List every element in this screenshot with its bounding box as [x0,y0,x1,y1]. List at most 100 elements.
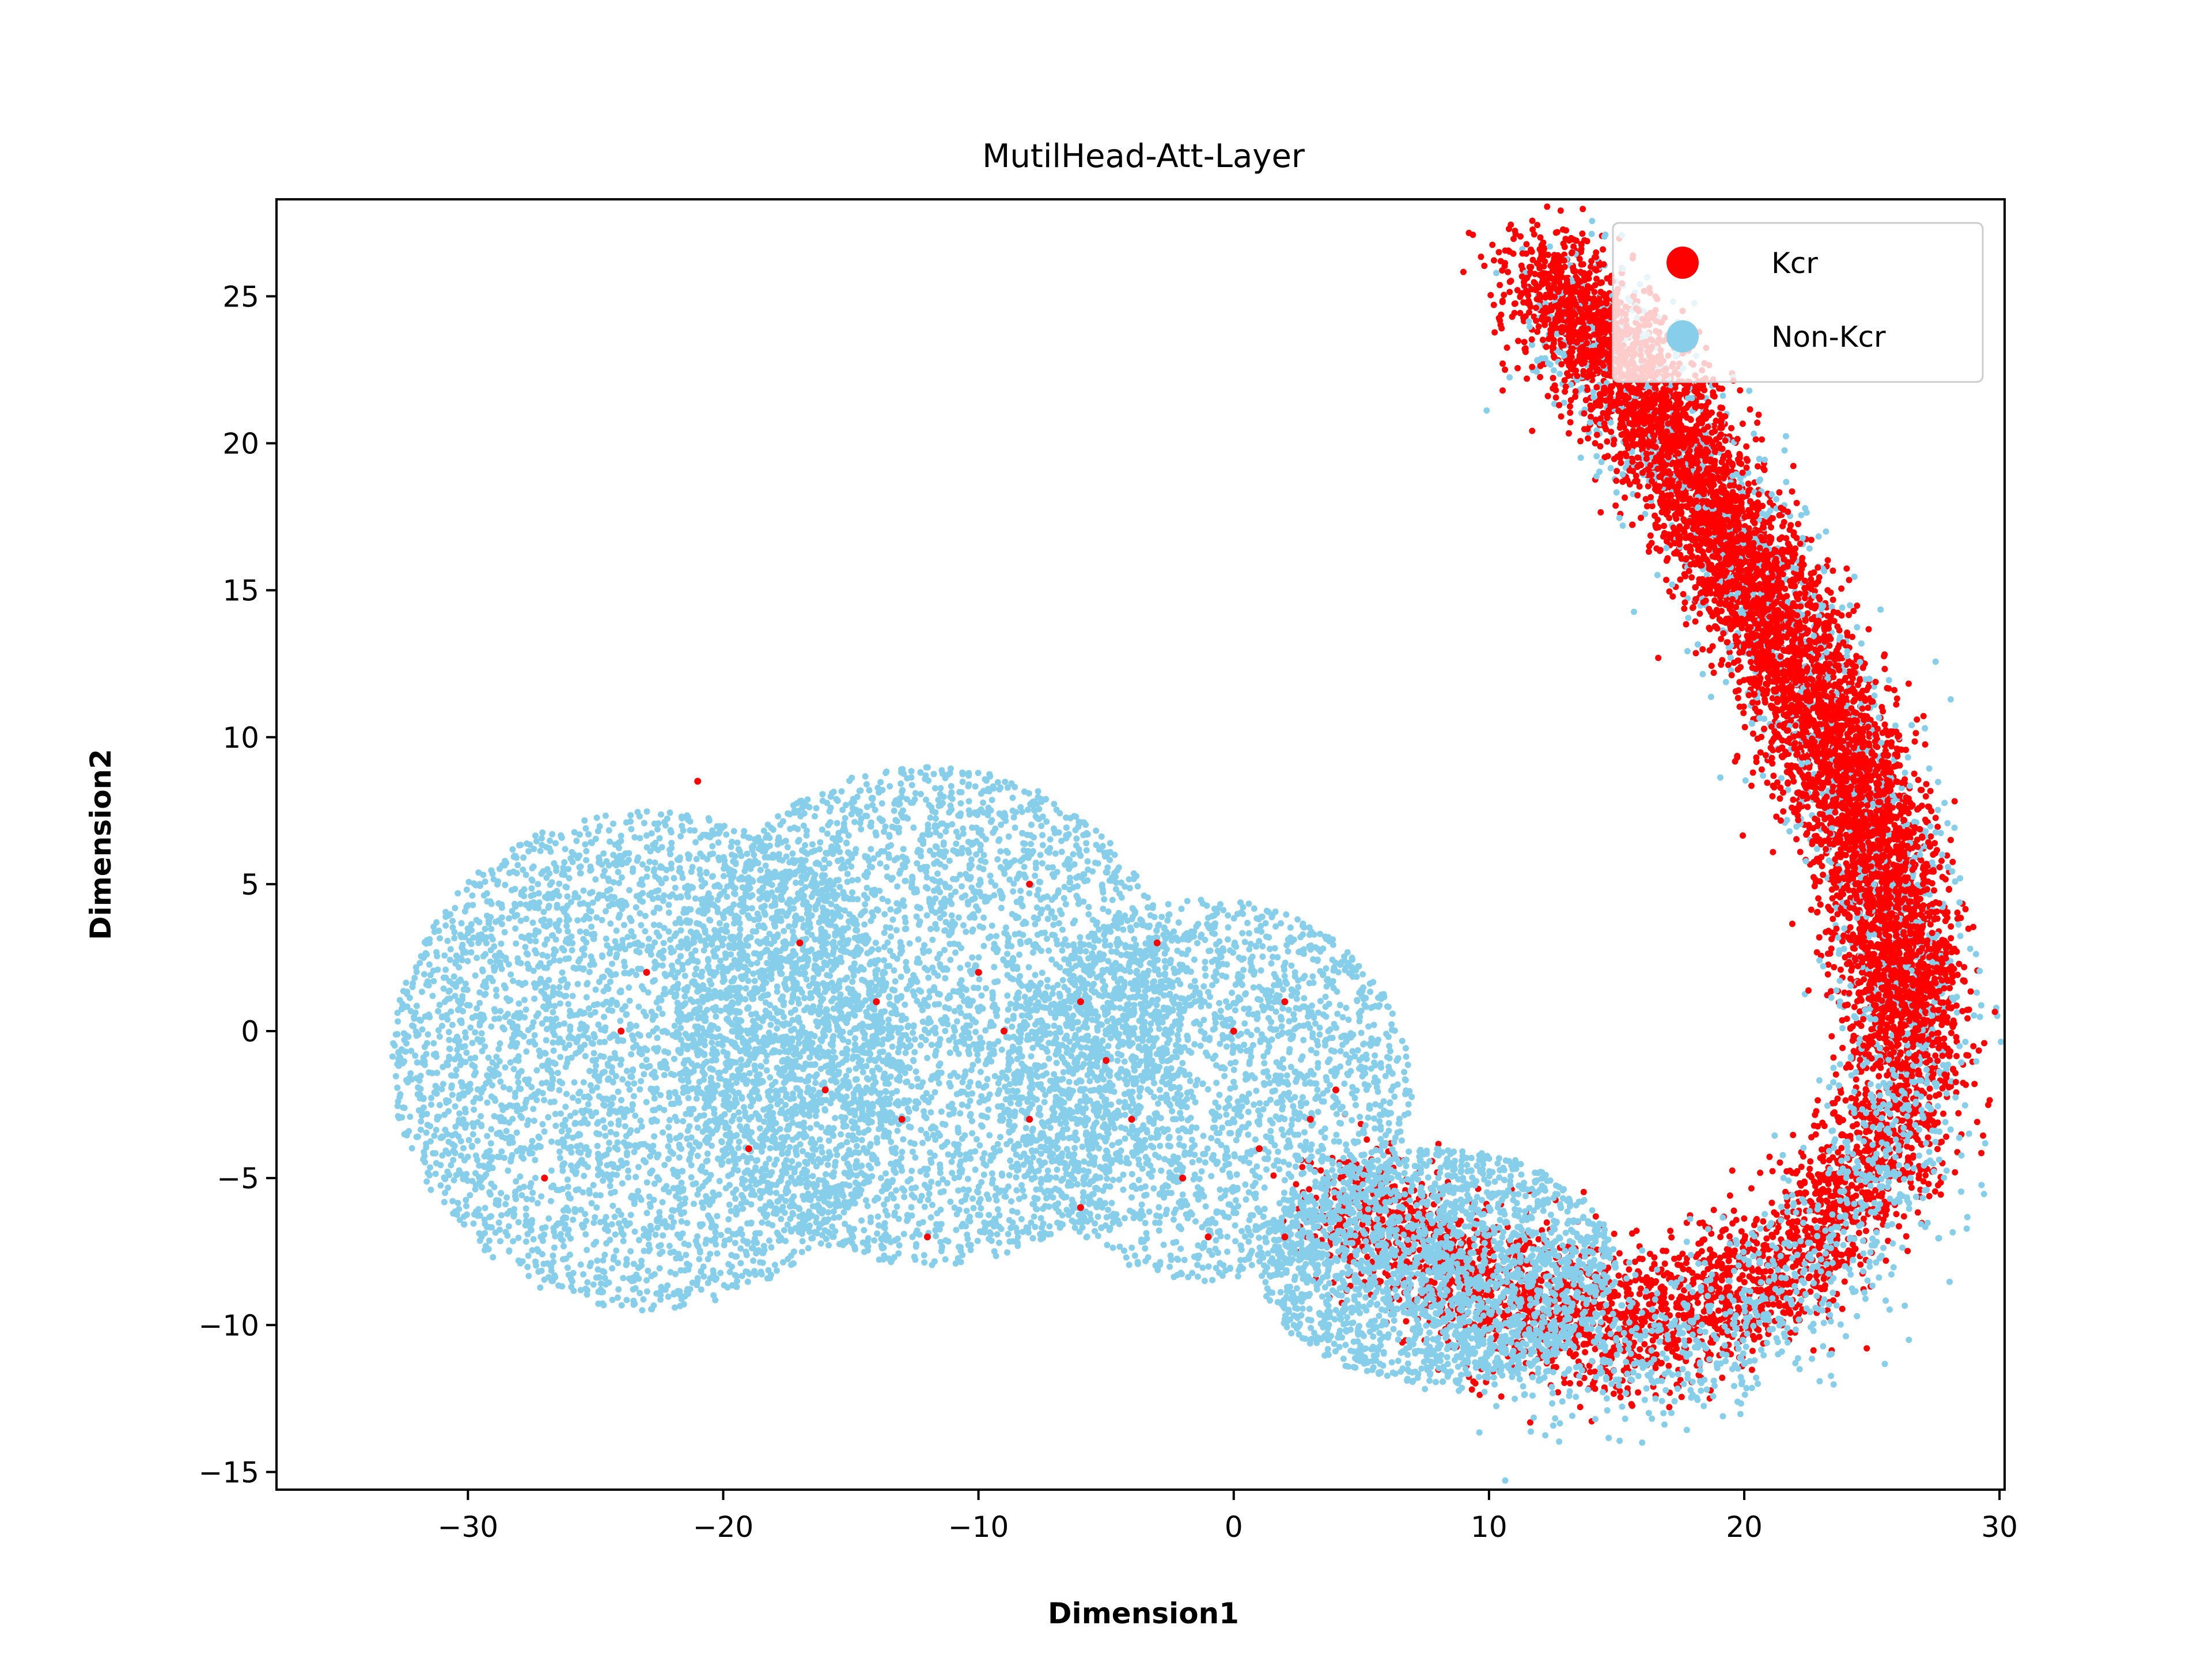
kcr-point [1939,1085,1946,1092]
points-layer [389,203,2005,1484]
kcr-point [1839,1044,1846,1051]
kcr-point [1608,1300,1615,1307]
kcr-point [1908,1184,1915,1191]
kcr-point [1850,1123,1856,1130]
kcr-point [1926,1094,1933,1101]
kcr-point [1981,1040,1988,1047]
kcr-point [1823,1197,1830,1204]
kcr-point [1847,1025,1854,1031]
kcr-point [1734,666,1741,673]
kcr-point [1725,661,1732,668]
kcr-point [1768,524,1774,531]
kcr-point [1904,1248,1911,1255]
kcr-point [1834,1095,1841,1102]
kcr-point [1951,945,1958,952]
kcr-point [1729,1167,1736,1174]
kcr-point [1577,438,1584,445]
kcr-point [1743,443,1750,450]
kcr-point [1730,1207,1737,1214]
kcr-point [1728,425,1735,431]
kcr-point [1711,1294,1718,1301]
kcr-point [1786,1308,1793,1315]
kcr-point [1646,543,1653,550]
kcr-point [1862,1096,1869,1103]
kcr-point [1857,1261,1864,1268]
kcr-point [1645,548,1652,555]
kcr-point [1724,1246,1730,1253]
kcr-point [1552,394,1559,401]
kcr-point [1781,1302,1788,1309]
kcr-point [1844,629,1851,636]
kcr-point [1830,567,1836,574]
kcr-point [1582,1349,1589,1355]
kcr-point [1824,971,1831,978]
kcr-point [1580,1188,1587,1195]
kcr-point [1941,1035,1948,1042]
kcr-point [1678,1393,1685,1400]
kcr-point [1813,1108,1820,1115]
kcr-point [1938,857,1945,864]
kcr-point [1633,1228,1640,1234]
kcr-point [1817,1190,1824,1197]
kcr-point [1726,1192,1733,1199]
kcr-point [1978,1150,1985,1157]
kcr-point [1748,782,1755,789]
kcr-point [1810,1347,1817,1354]
kcr-point [1760,1218,1767,1225]
kcr-point [1804,1232,1811,1239]
kcr-point [1846,577,1853,584]
kcr-point [1790,796,1797,803]
kcr-point [1660,1272,1667,1279]
kcr-point [1617,1394,1624,1401]
kcr-point [1668,1234,1675,1241]
kcr-point [1557,207,1564,214]
kcr-point [1795,521,1801,528]
kcr-point [1926,1193,1933,1199]
kcr-point [1853,653,1860,660]
kcr-point [1830,596,1836,603]
kcr-point [1800,1153,1806,1160]
kcr-point [1881,721,1888,728]
kcr-point [1900,1213,1907,1220]
kcr-point [1460,268,1467,275]
kcr-point [1863,1127,1870,1134]
kcr-point [1806,1165,1813,1172]
kcr-point [1830,1297,1836,1304]
kcr-point [1696,1219,1703,1226]
kcr-point [1481,263,1488,269]
kcr-point [1757,1169,1764,1176]
kcr-point [1449,1278,1456,1285]
kcr-point [1796,1310,1802,1317]
kcr-point [1926,1117,1933,1124]
kcr-point [1655,654,1662,661]
kcr-point [1910,1154,1916,1161]
kcr-point [1878,1193,1885,1200]
kcr-point [1848,1094,1855,1101]
kcr-point [1643,1274,1650,1281]
kcr-point [1749,730,1756,737]
kcr-point [1577,1404,1584,1411]
kcr-point [1683,621,1690,628]
kcr-point [1759,436,1765,443]
kcr-point [1566,1350,1573,1357]
kcr-point [1765,1301,1772,1308]
kcr-point [1881,651,1888,658]
kcr-point [1299,1164,1306,1171]
kcr-point [1810,569,1817,576]
kcr-point [1669,593,1676,600]
kcr-point [1949,858,1956,865]
kcr-point [1675,1312,1682,1319]
kcr-point [1964,1015,1971,1022]
kcr-point [1270,1172,1277,1179]
kcr-point [1824,587,1831,594]
kcr-point [1932,815,1939,821]
kcr-point [1763,1235,1770,1242]
kcr-point [1749,1347,1756,1354]
kcr-point [1841,1278,1848,1285]
kcr-point [1740,832,1746,839]
kcr-point [1915,1172,1922,1179]
kcr-point [1773,813,1780,820]
kcr-point [1832,1071,1839,1078]
kcr-point [1802,618,1809,624]
